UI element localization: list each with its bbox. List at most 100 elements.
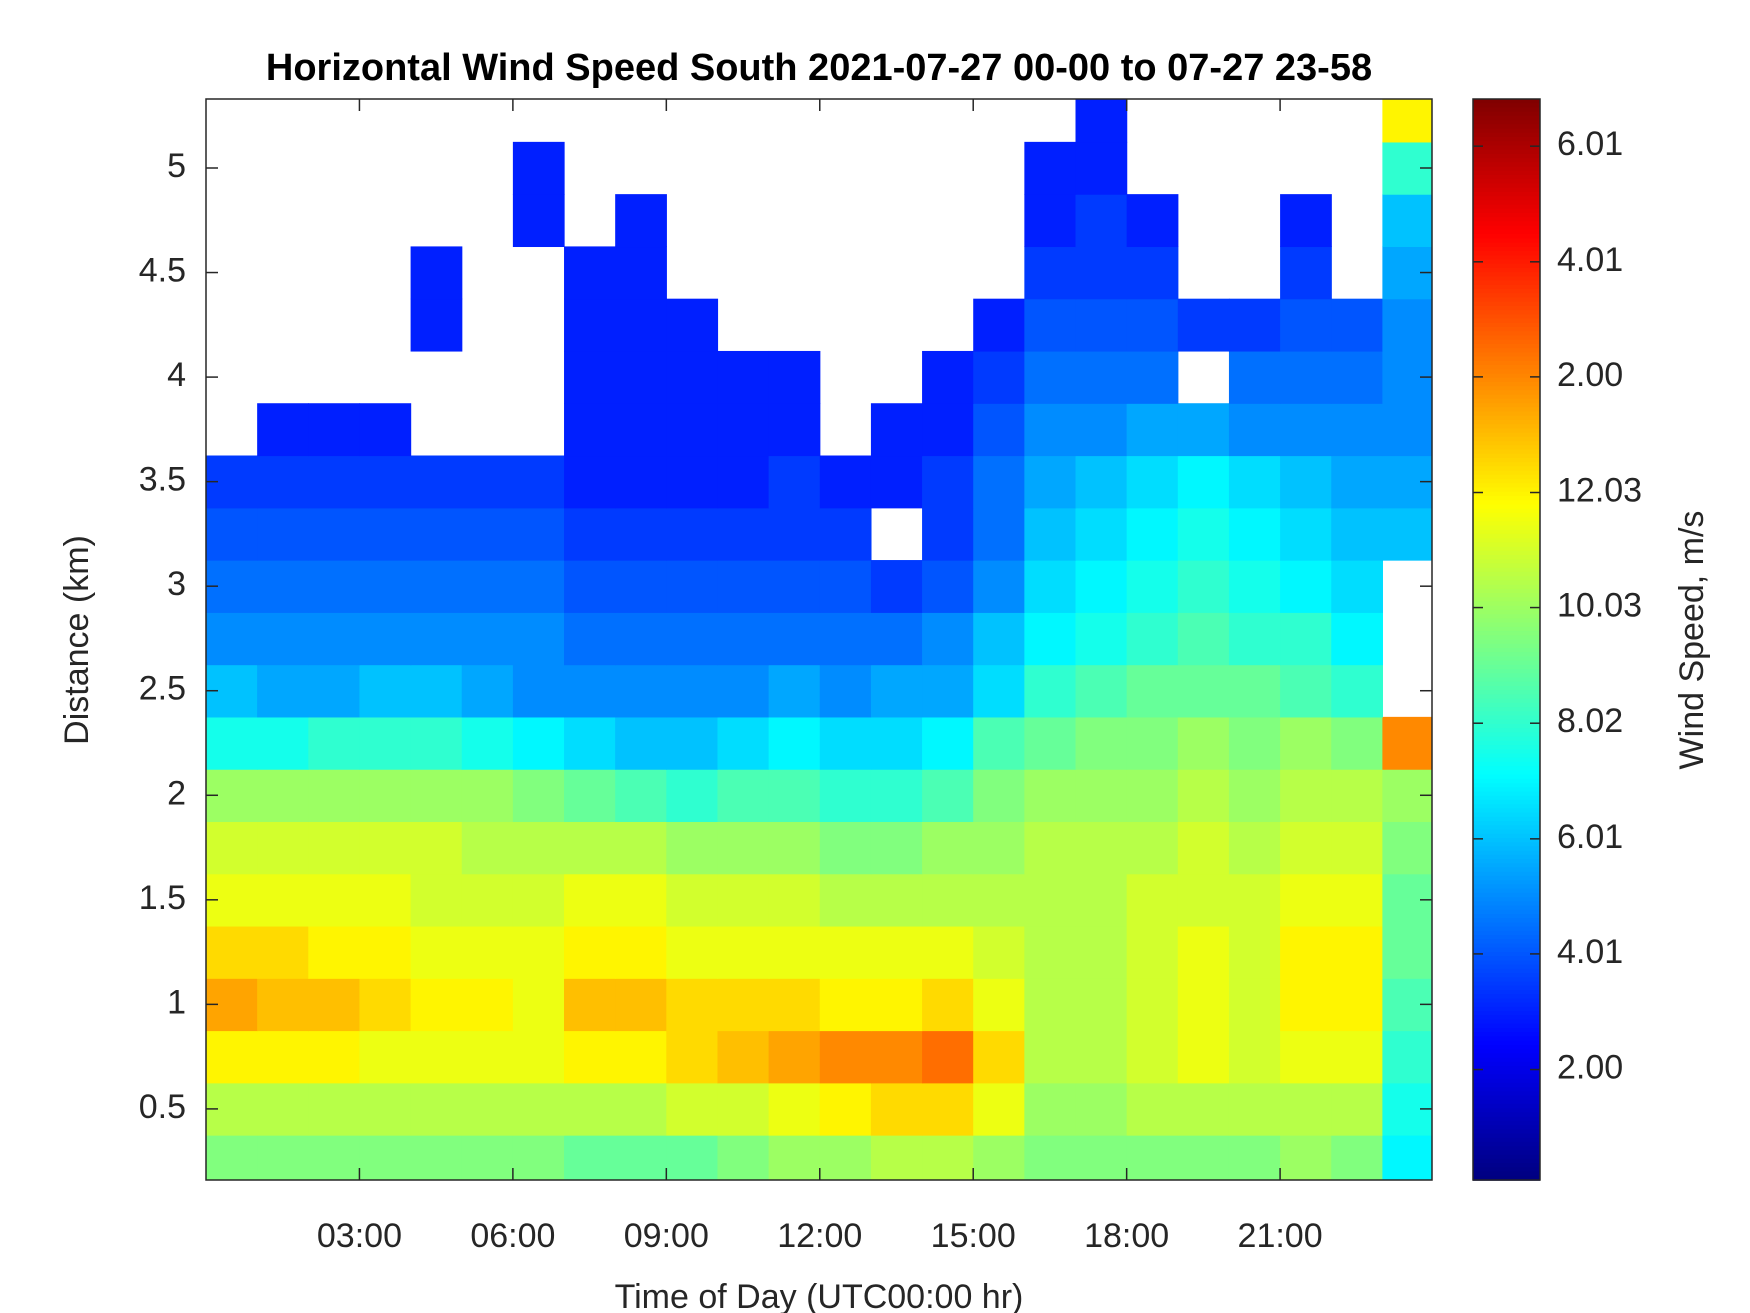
y-tick-label: 1.5 — [139, 879, 186, 917]
heat-cell — [922, 612, 974, 666]
heat-cell — [1024, 246, 1077, 300]
colorbar-step — [1473, 103, 1540, 109]
colorbar-step — [1473, 175, 1540, 181]
colorbar-step — [1473, 732, 1540, 738]
heat-cell — [1075, 664, 1128, 718]
colorbar-step — [1473, 411, 1540, 417]
colorbar-step — [1473, 314, 1540, 320]
heat-cell — [870, 821, 923, 875]
colorbar-step — [1473, 555, 1540, 561]
heat-cell — [922, 1030, 974, 1084]
colorbar-step — [1473, 808, 1540, 814]
heat-cell — [1126, 612, 1179, 666]
heat-cell — [973, 716, 1025, 770]
heat-cell — [512, 664, 565, 718]
heat-cell — [1177, 769, 1230, 823]
heat-cell — [922, 507, 974, 561]
colorbar-step — [1473, 1053, 1540, 1059]
colorbar-step — [1473, 1091, 1540, 1097]
colorbar-step — [1473, 462, 1540, 468]
heat-cell — [1280, 664, 1332, 718]
heat-cell — [410, 560, 463, 613]
colorbar-step — [1473, 229, 1540, 235]
heat-cell — [1024, 925, 1077, 979]
colorbar-step — [1473, 723, 1540, 729]
colorbar-step — [1473, 504, 1540, 510]
heat-cell — [666, 769, 719, 823]
colorbar-step — [1473, 812, 1540, 818]
colorbar-step — [1473, 1108, 1540, 1114]
colorbar-step — [1473, 787, 1540, 793]
heat-cell — [1126, 298, 1179, 352]
colorbar-step — [1473, 369, 1540, 375]
heat-cell — [1024, 403, 1077, 457]
colorbar-step — [1473, 884, 1540, 890]
heat-cell — [257, 716, 309, 770]
heat-cell — [717, 507, 770, 561]
heat-cell — [1280, 1030, 1332, 1084]
heat-cell — [666, 560, 719, 613]
heat-cell — [717, 925, 770, 979]
heat-cell — [615, 350, 667, 404]
heat-cell — [1024, 612, 1077, 666]
heat-cell — [461, 873, 514, 927]
heat-cell — [512, 821, 565, 875]
colorbar-step — [1473, 487, 1540, 493]
heat-cell — [1280, 925, 1332, 979]
colorbar-step — [1473, 483, 1540, 489]
colorbar-step — [1473, 124, 1540, 130]
heat-cell — [1228, 716, 1281, 770]
colorbar-step — [1473, 1171, 1540, 1177]
heat-cell — [461, 560, 514, 613]
heat-cell — [1075, 1135, 1128, 1180]
colorbar-step — [1473, 922, 1540, 928]
colorbar-step — [1473, 905, 1540, 911]
heat-cell — [1382, 1030, 1432, 1084]
colorbar-step — [1473, 799, 1540, 805]
heat-cell — [1024, 1082, 1077, 1136]
colorbar-step — [1473, 783, 1540, 789]
x-tick-label: 09:00 — [624, 1217, 709, 1255]
heat-cell — [564, 507, 616, 561]
heat-cell — [461, 821, 514, 875]
colorbar-step — [1473, 394, 1540, 400]
heat-cell — [973, 1082, 1025, 1136]
colorbar-step — [1473, 643, 1540, 649]
colorbar-step — [1473, 343, 1540, 349]
heat-cell — [257, 455, 309, 509]
colorbar-step — [1473, 1167, 1540, 1173]
colorbar-step — [1473, 685, 1540, 691]
heat-cell — [1126, 1030, 1179, 1084]
x-tick-label: 06:00 — [470, 1217, 555, 1255]
heat-cell — [1280, 194, 1332, 248]
colorbar-step — [1473, 719, 1540, 725]
colorbar-step — [1473, 652, 1540, 658]
heat-cell — [717, 716, 770, 770]
heat-cell — [1024, 1030, 1077, 1084]
heat-cell — [717, 873, 770, 927]
heat-cell — [768, 455, 821, 509]
heat-cell — [1382, 1135, 1432, 1180]
heat-cell — [461, 612, 514, 666]
heat-cell — [1177, 560, 1230, 613]
heat-cell — [206, 1030, 258, 1084]
heat-cell — [717, 612, 770, 666]
heat-cell — [922, 1082, 974, 1136]
colorbar-tick-label: 8.02 — [1557, 702, 1623, 740]
heat-cell — [257, 769, 309, 823]
heat-cell — [615, 455, 667, 509]
colorbar-step — [1473, 664, 1540, 670]
heat-cell — [410, 298, 463, 352]
colorbar-step — [1473, 935, 1540, 941]
heat-cell — [717, 1030, 770, 1084]
heat-cell — [512, 507, 565, 561]
heat-cell — [257, 507, 309, 561]
colorbar-step — [1473, 854, 1540, 860]
heat-cell — [257, 403, 309, 457]
heat-cell — [1331, 560, 1383, 613]
colorbar-step — [1473, 977, 1540, 983]
heat-cell — [1331, 716, 1383, 770]
heat-cell — [564, 664, 616, 718]
heat-cell — [666, 298, 719, 352]
colorbar-step — [1473, 863, 1540, 869]
